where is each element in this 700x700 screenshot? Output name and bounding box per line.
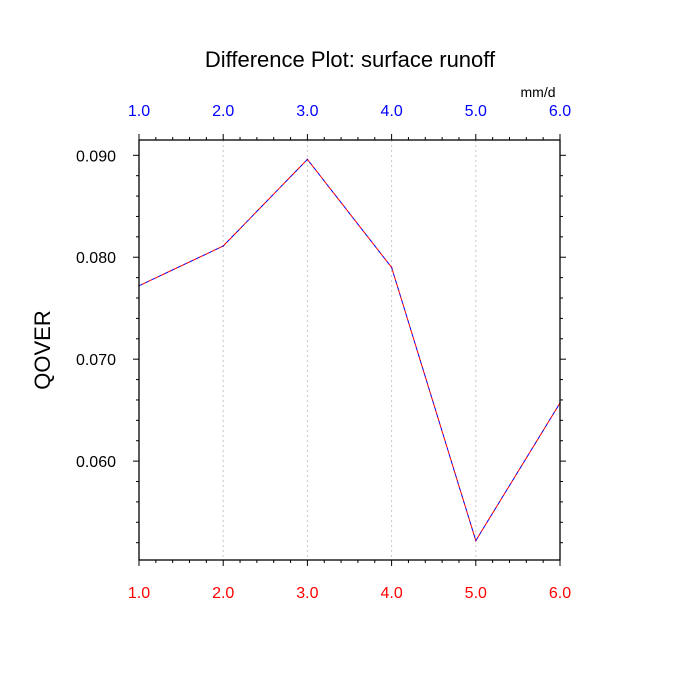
x-tick-label-top: 3.0 — [296, 103, 318, 120]
y-tick-label: 0.080 — [76, 250, 116, 267]
x-tick-label-top: 2.0 — [212, 103, 234, 120]
x-tick-label-top: 6.0 — [549, 103, 571, 120]
x-tick-label-top: 4.0 — [380, 103, 402, 120]
x-tick-label-bottom: 5.0 — [465, 585, 487, 602]
tick-labels: 1.0 1.0 2.0 2.0 3.0 3.0 4.0 4.0 5.0 5.0 6.0 6.0 0.06… — [76, 103, 571, 602]
x-tick-label-bottom: 6.0 — [549, 585, 571, 602]
x-tick-label-bottom: 2.0 — [212, 585, 234, 602]
x-tick-label-top: 5.0 — [465, 103, 487, 120]
x-tick-label-bottom: 1.0 — [128, 585, 150, 602]
data-point — [222, 245, 224, 247]
series-line-red — [138, 158, 561, 542]
y-tick-label: 0.090 — [76, 148, 116, 165]
data-point — [306, 158, 309, 161]
data-point — [390, 266, 393, 269]
plot-frame — [138, 139, 561, 561]
y-tick-label: 0.070 — [76, 352, 116, 369]
y-tick-label: 0.060 — [76, 454, 116, 471]
series-line-blue — [138, 158, 561, 542]
x-tick-label-bottom: 4.0 — [380, 585, 402, 602]
x-tick-label-bottom: 3.0 — [296, 585, 318, 602]
y-axis-label: QOVER — [30, 310, 55, 389]
x-tick-label-top: 1.0 — [128, 103, 150, 120]
axes — [133, 134, 566, 566]
units-label: mm/d — [521, 84, 556, 100]
data-series — [138, 158, 561, 542]
grid-lines — [222, 140, 477, 560]
data-point — [475, 539, 477, 542]
chart-title: Difference Plot: surface runoff — [205, 47, 496, 72]
